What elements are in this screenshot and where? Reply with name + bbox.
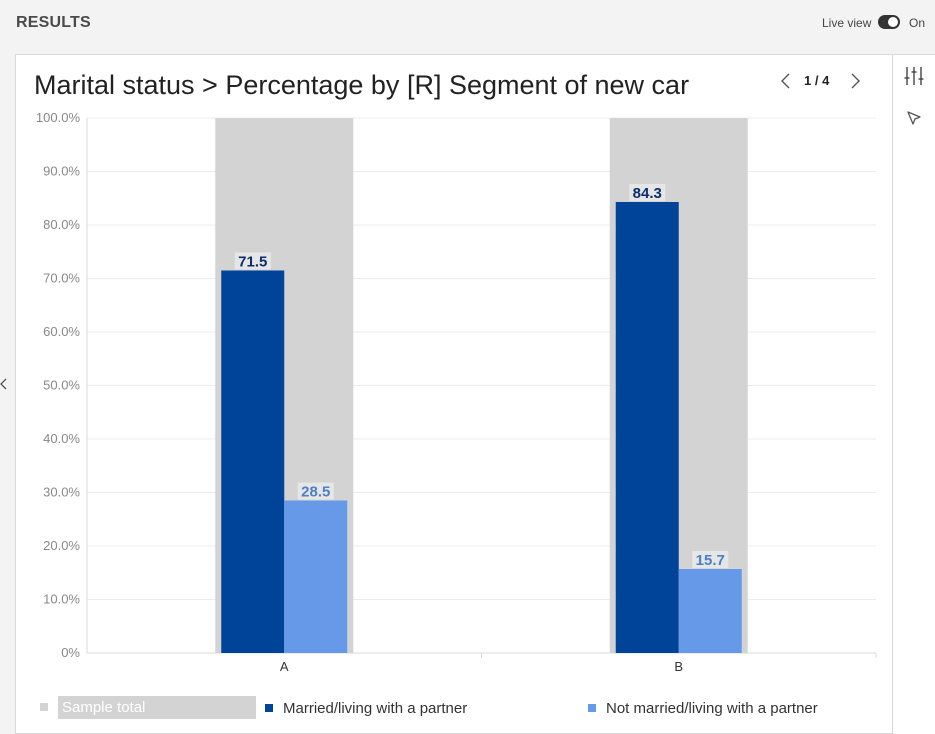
y-tick-label: 100.0% (36, 110, 81, 125)
bar-not-married (284, 500, 348, 653)
data-label: 84.3 (633, 185, 662, 202)
live-view-label: Live view (822, 16, 872, 30)
y-tick-label: 60.0% (43, 324, 80, 339)
chevron-left-icon[interactable] (779, 72, 793, 90)
toggle-knob (888, 17, 898, 27)
sliders-icon[interactable] (903, 65, 925, 87)
results-title: RESULTS (16, 14, 91, 31)
side-toolbar (893, 54, 935, 734)
y-tick-label: 80.0% (43, 217, 80, 232)
legend-swatch (265, 704, 273, 713)
y-tick-label: 10.0% (43, 592, 80, 607)
legend-label: Married/living with a partner (283, 700, 468, 717)
y-tick-label: 0% (61, 645, 80, 660)
legend-item-not-married[interactable]: Not married/living with a partner (588, 700, 818, 725)
legend-label: Not married/living with a partner (606, 700, 818, 717)
y-tick-label: 20.0% (43, 538, 80, 553)
x-category-label: A (280, 659, 289, 674)
live-view-toggle[interactable] (878, 15, 900, 29)
legend-swatch (40, 703, 48, 712)
legend-label: Sample total (58, 696, 256, 719)
cursor-arrow-icon[interactable] (903, 107, 925, 129)
bar-married (221, 270, 285, 653)
y-tick-label: 40.0% (43, 431, 80, 446)
data-label: 28.5 (301, 484, 330, 501)
collapse-panel-icon[interactable] (0, 376, 8, 392)
data-label-bg (692, 551, 729, 569)
bar-chart: 0% 10.0% 20.0% 30.0% 40.0% 50.0% 60.0% 70.0% 80.… (36, 110, 877, 674)
chevron-right-icon[interactable] (848, 72, 862, 90)
live-view-state: On (909, 16, 926, 30)
legend-swatch (588, 704, 596, 713)
y-tick-label: 90.0% (43, 164, 80, 179)
y-tick-label: 70.0% (43, 271, 80, 286)
data-label: 71.5 (238, 253, 267, 270)
data-label-bg (234, 252, 271, 270)
y-tick-label: 50.0% (43, 378, 80, 393)
legend-item-married[interactable]: Married/living with a partner (265, 700, 467, 725)
y-tick-label: 30.0% (43, 485, 80, 500)
data-label-bg (297, 482, 334, 500)
chart-title: Marital status > Percentage by [R] Segme… (34, 70, 690, 100)
page-indicator: 1 / 4 (804, 73, 830, 88)
bar-not-married (678, 569, 742, 653)
data-label-bg (629, 183, 666, 201)
x-category-label: B (674, 659, 683, 674)
legend-item-sample-total[interactable]: Sample total (40, 696, 256, 721)
results-header: RESULTS Live view On (0, 0, 935, 48)
data-label: 15.7 (696, 552, 725, 569)
bar-married (615, 201, 679, 653)
